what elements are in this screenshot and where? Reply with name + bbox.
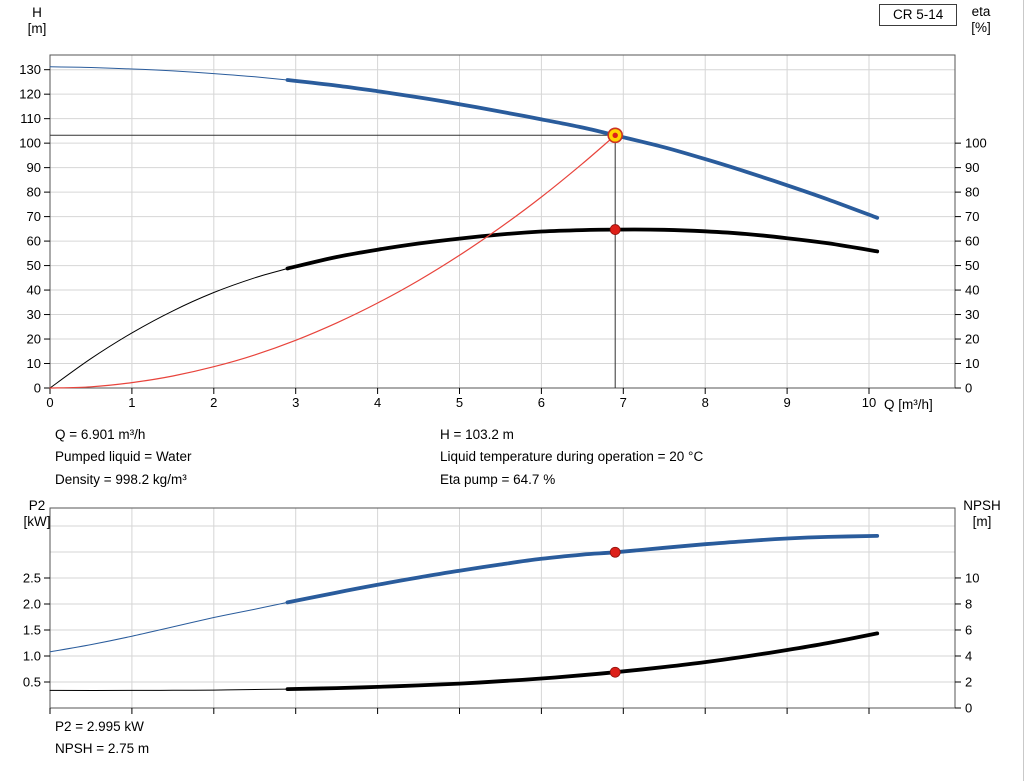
result-flow: Q = 6.901 m³/h — [55, 427, 146, 442]
y-left-tick-label: 130 — [19, 62, 41, 77]
system-curve — [49, 134, 616, 389]
result-pumped-liquid: Pumped liquid = Water — [55, 449, 192, 465]
y-right-tick-label: 70 — [965, 209, 979, 224]
y-left-tick-label: 100 — [19, 136, 41, 151]
y-right-tick-label: 6 — [965, 622, 972, 637]
y-right-tick-label: 8 — [965, 596, 972, 611]
y-left-tick-label: 1.5 — [23, 622, 41, 637]
y-right-tick-label: 10 — [965, 570, 979, 585]
y-left-tick-label: 1.0 — [23, 648, 41, 663]
x-tick-label: 3 — [292, 395, 299, 410]
results-right-column: H = 103.2 m Liquid temperature during op… — [440, 424, 703, 491]
y-left-tick-label: 50 — [27, 258, 41, 273]
eta-axis-symbol: eta — [971, 4, 991, 19]
h-axis-unit: [m] — [27, 21, 47, 36]
y-left-tick-label: 0.5 — [23, 674, 41, 689]
plot-border — [49, 54, 956, 389]
x-tick-label: 6 — [538, 395, 545, 410]
eta-axis-unit: [%] — [971, 20, 991, 35]
head-curve — [285, 78, 880, 220]
head-curve-thin — [49, 66, 288, 81]
x-tick-label: 10 — [862, 395, 876, 410]
y-right-tick-label: 100 — [965, 136, 987, 151]
x-tick-label: 5 — [456, 395, 463, 410]
results-left-column: Q = 6.901 m³/h Pumped liquid = Water Den… — [55, 424, 191, 491]
plot-border — [49, 507, 956, 709]
y-right-tick-label: 0 — [965, 381, 972, 396]
npsh-axis-unit: [m] — [972, 514, 992, 529]
p2-axis-symbol: P2 — [28, 498, 46, 513]
eta-point-marker — [609, 224, 621, 235]
axes: 0.5 1.0 1.5 2.0 2.5 0 2 4 6 8 10 — [23, 570, 980, 715]
y-left-tick-label: 60 — [27, 234, 41, 249]
x-tick-label: 7 — [620, 395, 627, 410]
y-right-tick-label: 90 — [965, 160, 979, 175]
npsh-point-marker — [609, 666, 621, 678]
x-tick-label: 4 — [374, 395, 381, 410]
h-axis-symbol: H — [32, 5, 42, 20]
y-left-tick-label: 90 — [27, 160, 41, 175]
x-tick-label: 9 — [783, 395, 790, 410]
y-left-tick-label: 80 — [27, 185, 41, 200]
npsh-curve — [285, 631, 880, 691]
y-right-tick-label: 0 — [965, 701, 972, 716]
y-left-tick-label: 20 — [27, 332, 41, 347]
p2-point-marker — [609, 546, 621, 558]
axes: 0 1 2 3 4 5 6 7 8 9 100102030405060708090100110120… — [19, 62, 986, 410]
result-liquid-temperature: Liquid temperature during operation = 20… — [440, 449, 704, 465]
npsh-curve-thin — [49, 688, 288, 691]
y-right-tick-label: 60 — [965, 234, 979, 249]
y-right-tick-label: 20 — [965, 332, 979, 347]
p2-curve-thin — [49, 601, 288, 653]
y-left-tick-label: 70 — [27, 209, 41, 224]
y-right-tick-label: 10 — [965, 356, 979, 371]
x-tick-label: 8 — [702, 395, 709, 410]
y-right-tick-label: 80 — [965, 185, 979, 200]
y-right-tick-label: 4 — [965, 648, 972, 663]
q-axis-label: Q [m³/h] — [884, 397, 933, 412]
efficiency-curve-thin — [49, 268, 288, 389]
efficiency-curve — [285, 227, 880, 271]
result-head: H = 103.2 m — [440, 427, 514, 442]
result-density: Density = 998.2 kg/m³ — [55, 471, 187, 487]
y-left-tick-label: 110 — [20, 111, 41, 126]
duty-point-marker — [607, 127, 623, 144]
y-left-tick-label: 2.5 — [23, 570, 41, 585]
chart-p2-npsh: 0.5 1.0 1.5 2.0 2.5 0 2 4 6 8 10 — [23, 507, 980, 716]
y-right-tick-label: 2 — [965, 674, 972, 689]
x-tick-label: 1 — [128, 395, 135, 410]
x-tick-label: 2 — [210, 395, 217, 410]
result-npsh: NPSH = 2.75 m — [55, 741, 150, 757]
y-left-tick-label: 10 — [27, 356, 41, 371]
chart-hq: 0 1 2 3 4 5 6 7 8 9 100102030405060708090100110120… — [19, 54, 987, 410]
y-left-tick-label: 40 — [27, 283, 41, 298]
y-right-tick-label: 40 — [965, 283, 979, 298]
y-left-tick-label: 30 — [27, 307, 41, 322]
results-bottom-block: P2 = 2.995 kW NPSH = 2.75 m — [55, 716, 149, 761]
y-left-tick-label: 2.0 — [23, 596, 41, 611]
p2-axis-label: P2 [kW] — [15, 498, 59, 530]
y-left-tick-label: 0 — [34, 381, 41, 396]
pump-model-text: CR 5-14 — [893, 7, 944, 22]
p2-axis-unit: [kW] — [23, 514, 51, 529]
y-right-tick-label: 30 — [965, 307, 979, 322]
grid — [50, 55, 955, 388]
eta-axis-label: eta [%] — [960, 4, 1002, 36]
npsh-axis-symbol: NPSH — [963, 498, 1001, 513]
h-axis-label: H [m] — [17, 5, 57, 37]
y-left-tick-label: 120 — [19, 87, 41, 102]
x-tick-label: 0 — [46, 395, 53, 410]
p2-curve — [285, 534, 880, 605]
y-right-tick-label: 50 — [965, 258, 979, 273]
result-eta-pump: Eta pump = 64.7 % — [440, 471, 556, 487]
result-p2: P2 = 2.995 kW — [55, 719, 144, 734]
npsh-axis-label: NPSH [m] — [956, 498, 1008, 530]
pump-model-badge: CR 5-14 — [879, 4, 958, 26]
